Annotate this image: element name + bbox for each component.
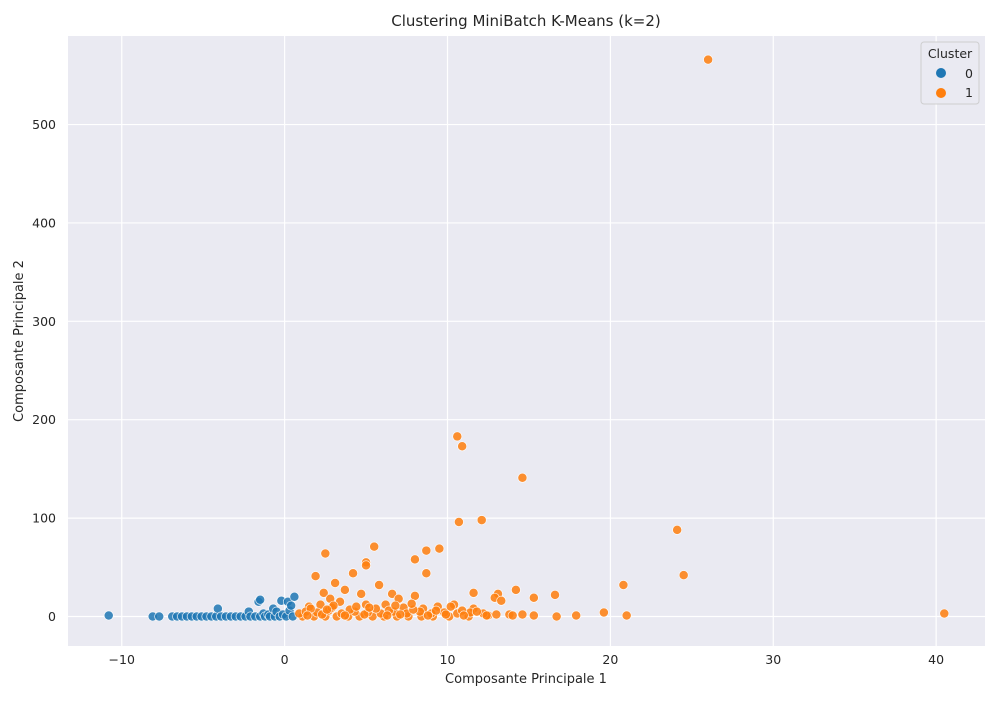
data-point-cluster-1	[452, 431, 463, 442]
x-tick-label: 40	[928, 652, 944, 667]
legend-title: Cluster	[928, 46, 973, 61]
x-tick-label: 0	[281, 652, 289, 667]
data-point-cluster-1	[528, 592, 539, 603]
data-point-cluster-1	[618, 580, 629, 590]
data-point-cluster-1	[421, 568, 432, 579]
data-point-cluster-1	[476, 515, 487, 526]
data-point-cluster-1	[491, 609, 502, 620]
x-axis-label: Composante Principale 1	[445, 672, 607, 687]
data-point-cluster-1	[356, 588, 367, 599]
legend-marker-1	[936, 88, 946, 98]
data-point-cluster-0	[103, 610, 114, 621]
y-tick-label: 500	[32, 117, 56, 132]
data-point-cluster-1	[387, 588, 398, 599]
legend-label-0: 0	[965, 66, 973, 81]
data-point-cluster-1	[471, 606, 482, 617]
plot-area	[68, 36, 985, 646]
legend-box	[920, 41, 980, 105]
data-point-cluster-1	[434, 543, 445, 554]
data-point-cluster-1	[374, 580, 385, 590]
data-point-cluster-1	[406, 598, 417, 609]
data-point-cluster-1	[339, 584, 350, 595]
legend: Cluster 0 1	[920, 41, 980, 105]
data-point-cluster-1	[364, 602, 375, 613]
data-point-cluster-1	[369, 541, 380, 552]
legend-marker-0	[936, 68, 946, 78]
data-point-cluster-1	[496, 595, 507, 606]
data-point-cluster-1	[302, 610, 313, 621]
y-tick-label: 200	[32, 412, 56, 427]
data-point-cluster-1	[359, 609, 370, 620]
data-point-cluster-1	[318, 587, 329, 598]
data-point-cluster-1	[409, 554, 420, 565]
data-point-cluster-1	[678, 570, 689, 581]
data-point-cluster-1	[571, 610, 582, 621]
data-point-cluster-1	[621, 610, 632, 621]
data-point-cluster-1	[310, 571, 321, 582]
data-point-cluster-0	[255, 594, 266, 605]
data-point-cluster-1	[457, 441, 468, 452]
data-points	[103, 54, 950, 622]
data-point-cluster-1	[440, 609, 451, 620]
data-point-cluster-1	[510, 584, 521, 595]
data-point-cluster-1	[453, 517, 464, 527]
data-point-cluster-1	[528, 610, 539, 621]
data-point-cluster-1	[351, 601, 362, 612]
data-point-cluster-1	[322, 604, 332, 615]
data-point-cluster-1	[445, 601, 456, 612]
data-point-cluster-1	[598, 607, 609, 618]
data-point-cluster-1	[395, 609, 406, 620]
data-point-cluster-1	[320, 548, 331, 559]
data-point-cluster-1	[939, 608, 950, 619]
data-point-cluster-0	[286, 600, 297, 611]
data-point-cluster-1	[390, 600, 401, 611]
data-point-cluster-1	[361, 560, 372, 571]
data-point-cluster-1	[468, 587, 479, 598]
data-point-cluster-1	[382, 610, 393, 621]
x-tick-label: 10	[440, 652, 456, 667]
data-point-cluster-1	[339, 610, 350, 621]
data-point-cluster-0	[289, 591, 300, 602]
x-tick-label: 20	[602, 652, 618, 667]
data-point-cluster-1	[703, 54, 714, 65]
legend-label-1: 1	[965, 85, 973, 100]
data-point-cluster-1	[421, 545, 432, 556]
data-point-cluster-1	[423, 610, 433, 621]
y-tick-label: 0	[48, 609, 56, 624]
data-point-cluster-1	[507, 610, 518, 621]
x-tick-label: −10	[109, 652, 135, 667]
data-point-cluster-1	[551, 611, 562, 622]
data-point-cluster-1	[348, 568, 358, 579]
data-point-cluster-0	[154, 611, 165, 622]
x-tick-label: 30	[765, 652, 781, 667]
data-point-cluster-1	[458, 610, 469, 621]
y-tick-label: 100	[32, 511, 56, 526]
data-point-cluster-1	[517, 472, 528, 483]
data-point-cluster-1	[330, 578, 341, 588]
data-point-cluster-1	[672, 524, 683, 535]
chart-title: Clustering MiniBatch K-Means (k=2)	[391, 12, 661, 30]
data-point-cluster-1	[431, 605, 442, 616]
y-axis-label: Composante Principale 2	[12, 260, 27, 422]
data-point-cluster-1	[550, 589, 560, 600]
data-point-cluster-1	[481, 610, 492, 621]
y-tick-label: 300	[32, 314, 56, 329]
y-tick-label: 400	[32, 215, 56, 230]
data-point-cluster-1	[517, 609, 528, 620]
